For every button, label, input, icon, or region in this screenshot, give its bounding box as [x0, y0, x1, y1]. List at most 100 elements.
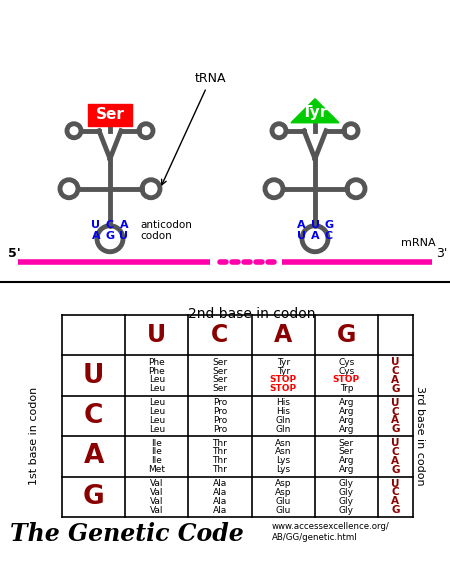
Text: G: G [391, 424, 400, 434]
Text: U: U [310, 220, 320, 230]
Text: Gly: Gly [339, 479, 354, 488]
Text: U: U [391, 438, 400, 448]
Text: Tyr: Tyr [277, 357, 290, 366]
Text: U: U [147, 323, 166, 347]
Text: His: His [276, 407, 290, 416]
Text: Asp: Asp [275, 488, 292, 497]
Text: Val: Val [150, 506, 163, 515]
Text: Gly: Gly [339, 506, 354, 515]
Text: 2nd base in codon: 2nd base in codon [188, 307, 315, 321]
Text: C: C [392, 487, 399, 497]
Text: Asn: Asn [275, 447, 292, 456]
Text: A: A [392, 415, 400, 425]
Text: G: G [105, 231, 115, 241]
Text: Asp: Asp [275, 479, 292, 488]
Text: Gln: Gln [275, 425, 291, 434]
Text: www.accessexcellence.org/
AB/GG/genetic.html: www.accessexcellence.org/ AB/GG/genetic.… [272, 523, 390, 542]
Text: Pro: Pro [213, 398, 227, 407]
Text: Ile: Ile [151, 447, 162, 456]
Text: Ser: Ser [339, 447, 354, 456]
Text: Arg: Arg [339, 465, 354, 474]
Text: A: A [392, 456, 400, 466]
Text: U: U [120, 231, 129, 241]
Text: Leu: Leu [148, 416, 165, 425]
Text: A: A [297, 220, 305, 230]
Text: Phe: Phe [148, 366, 165, 375]
Text: Trp: Trp [340, 384, 353, 393]
Text: Lys: Lys [276, 465, 290, 474]
Text: Arg: Arg [339, 456, 354, 465]
Text: Val: Val [150, 497, 163, 506]
Text: Ala: Ala [213, 479, 227, 488]
Text: codon: codon [140, 231, 172, 241]
Text: Leu: Leu [148, 375, 165, 384]
Text: Gly: Gly [339, 497, 354, 506]
Text: G: G [391, 465, 400, 475]
Text: A: A [310, 231, 320, 241]
Text: Leu: Leu [148, 398, 165, 407]
Text: A: A [392, 375, 400, 385]
Text: Thr: Thr [212, 447, 227, 456]
Text: Leu: Leu [148, 407, 165, 416]
Text: 5': 5' [8, 247, 21, 260]
Text: G: G [337, 323, 356, 347]
Text: A: A [274, 323, 292, 347]
Text: Leu: Leu [148, 425, 165, 434]
Text: Ser: Ser [212, 384, 228, 393]
Text: Phe: Phe [148, 357, 165, 366]
Text: Ala: Ala [213, 497, 227, 506]
Text: Ile: Ile [151, 438, 162, 447]
Text: anticodon: anticodon [140, 220, 192, 230]
Text: 3': 3' [436, 247, 447, 260]
Text: Glu: Glu [275, 497, 291, 506]
Text: tRNA: tRNA [162, 72, 226, 185]
Text: Arg: Arg [339, 416, 354, 425]
Text: Ser: Ser [212, 357, 228, 366]
Text: STOP: STOP [270, 375, 297, 384]
Text: U: U [391, 479, 400, 488]
Text: Ser: Ser [95, 107, 125, 123]
Text: Val: Val [150, 479, 163, 488]
Text: C: C [84, 403, 104, 429]
Text: C: C [106, 220, 114, 230]
FancyBboxPatch shape [88, 104, 132, 126]
Text: Pro: Pro [213, 425, 227, 434]
Text: Arg: Arg [339, 425, 354, 434]
Text: 1st base in codon: 1st base in codon [29, 387, 39, 486]
Text: Lys: Lys [276, 456, 290, 465]
Text: C: C [212, 323, 229, 347]
Text: A: A [392, 496, 400, 506]
Text: Pro: Pro [213, 407, 227, 416]
Text: Thr: Thr [212, 456, 227, 465]
Text: G: G [391, 384, 400, 394]
Text: Tyr: Tyr [302, 105, 328, 120]
Text: U: U [391, 357, 400, 367]
Text: Ala: Ala [213, 488, 227, 497]
Text: Ala: Ala [213, 506, 227, 515]
Text: Ser: Ser [339, 438, 354, 447]
Text: Arg: Arg [339, 398, 354, 407]
Text: C: C [392, 366, 399, 376]
Text: C: C [392, 447, 399, 457]
Text: Ser: Ser [212, 366, 228, 375]
Text: Thr: Thr [212, 465, 227, 474]
Text: G: G [83, 484, 104, 510]
Text: Met: Met [148, 465, 165, 474]
Text: A: A [83, 443, 104, 469]
Text: Cys: Cys [338, 366, 355, 375]
Text: mRNA: mRNA [400, 238, 435, 248]
Text: Ile: Ile [151, 456, 162, 465]
Text: Glu: Glu [275, 506, 291, 515]
Text: Thr: Thr [212, 438, 227, 447]
Text: Gln: Gln [275, 416, 291, 425]
Text: His: His [276, 398, 290, 407]
Text: U: U [391, 398, 400, 407]
Text: STOP: STOP [270, 384, 297, 393]
Text: G: G [391, 505, 400, 515]
Text: C: C [325, 231, 333, 241]
Text: 3rd base in codon: 3rd base in codon [415, 387, 425, 486]
Text: The Genetic Code: The Genetic Code [10, 522, 244, 546]
Text: Ser: Ser [212, 375, 228, 384]
Text: Gly: Gly [339, 488, 354, 497]
Text: U: U [83, 362, 104, 388]
